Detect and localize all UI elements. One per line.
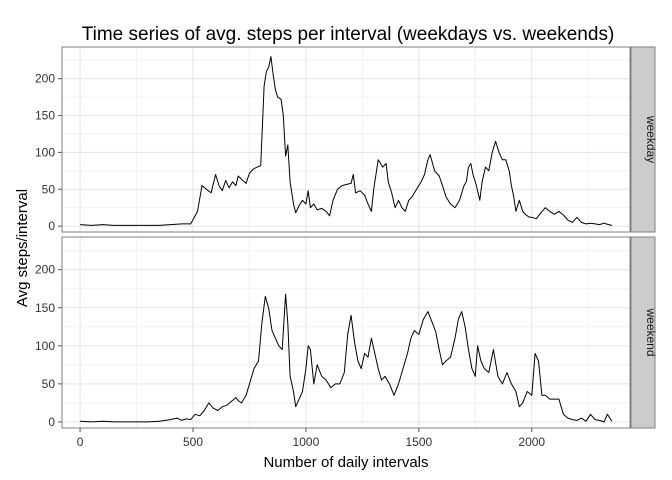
panel-background [62, 47, 630, 232]
series-line-weekday [80, 56, 613, 226]
x-tick-label: 500 [183, 435, 203, 449]
y-tick-label: 200 [35, 72, 55, 86]
x-axis-label: Number of daily intervals [263, 454, 428, 471]
x-tick-label: 0 [77, 435, 84, 449]
facet-panels: 0 50 100 150 200 weekday 0 50 100 150 200 weekend [35, 46, 658, 429]
y-tick-label: 200 [35, 263, 55, 277]
facet-strip [630, 236, 656, 429]
x-axis-ticks: 0 500 1000 1500 2000 [77, 428, 545, 449]
y-tick-label: 150 [35, 301, 55, 315]
y-tick-label: 50 [42, 182, 56, 196]
panel-background [62, 237, 630, 428]
y-tick-label: 100 [35, 145, 55, 159]
y-tick-label: 50 [42, 377, 56, 391]
panel-weekend: 0 50 100 150 200 weekend [35, 236, 658, 429]
x-tick-label: 1000 [293, 435, 320, 449]
panel-weekday: 0 50 100 150 200 weekday [35, 46, 658, 233]
series-line-weekend [80, 293, 613, 423]
y-tick-label: 0 [48, 219, 55, 233]
y-tick-label: 0 [48, 415, 55, 429]
x-tick-label: 2000 [518, 435, 545, 449]
y-axis-label: Avg steps/interval [14, 189, 31, 307]
facet-strip [630, 46, 656, 233]
facet-strip-label: weekend [644, 307, 658, 356]
chart-title: Time series of avg. steps per interval (… [82, 24, 615, 45]
panel-border [61, 46, 631, 233]
panel-border [61, 236, 631, 429]
y-tick-label: 150 [35, 109, 55, 123]
facet-strip-label: weekday [644, 115, 658, 163]
x-tick-label: 1500 [405, 435, 432, 449]
y-tick-label: 100 [35, 339, 55, 353]
